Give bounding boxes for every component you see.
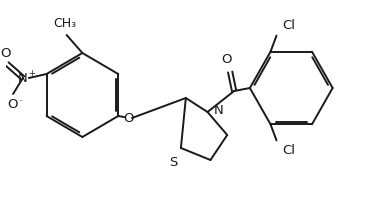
Text: Cl: Cl: [282, 19, 296, 32]
Text: N: N: [213, 103, 223, 117]
Text: S: S: [169, 156, 177, 169]
Text: O: O: [0, 47, 10, 60]
Text: O: O: [221, 53, 231, 66]
Text: O: O: [7, 98, 17, 111]
Text: Cl: Cl: [282, 144, 296, 157]
Text: ⁻: ⁻: [18, 97, 22, 106]
Text: CH₃: CH₃: [53, 17, 76, 30]
Text: N: N: [18, 71, 28, 84]
Text: +: +: [28, 69, 35, 78]
Text: O: O: [123, 111, 134, 124]
